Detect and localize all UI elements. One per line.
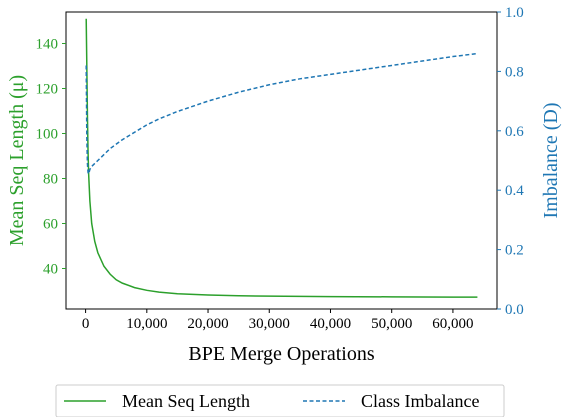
x-tick-label: 60,000: [432, 316, 473, 332]
legend-box: [55, 384, 505, 417]
right-y-tick-label: 0.6: [505, 124, 524, 140]
x-tick-label: 40,000: [310, 316, 351, 332]
x-tick-label: 0: [82, 316, 90, 332]
x-tick-label: 30,000: [249, 316, 290, 332]
plot-frame: [65, 11, 498, 310]
left-y-tick-label: 80: [43, 172, 58, 188]
legend-label-mean-seq-length: Mean Seq Length: [122, 391, 250, 411]
right-y-tick-label: 1.0: [505, 5, 524, 21]
right-y-tick-label: 0.8: [505, 64, 524, 80]
right-y-axis-label: Imbalance (D): [540, 102, 562, 218]
series-line-mean-seq-length: [85, 18, 478, 298]
legend-label-class-imbalance: Class Imbalance: [361, 391, 479, 411]
left-y-tick-label: 60: [43, 217, 58, 233]
left-y-tick-label: 120: [36, 82, 59, 98]
x-tick-label: 50,000: [371, 316, 412, 332]
left-y-tick-label: 140: [36, 37, 59, 53]
series-line-class-imbalance: [85, 52, 478, 177]
right-y-tick-label: 0.0: [505, 302, 524, 318]
x-tick-label: 20,000: [187, 316, 228, 332]
right-y-tick-label: 0.4: [505, 183, 524, 199]
right-y-tick-label: 0.2: [505, 243, 524, 259]
x-tick-label: 10,000: [126, 316, 167, 332]
x-axis-label: BPE Merge Operations: [188, 343, 374, 365]
left-y-tick-label: 100: [36, 127, 59, 143]
legend: Mean Seq Length Class Imbalance: [55, 384, 505, 417]
left-y-axis-label: Mean Seq Length (μ): [6, 75, 28, 246]
left-y-tick-label: 40: [43, 262, 58, 278]
